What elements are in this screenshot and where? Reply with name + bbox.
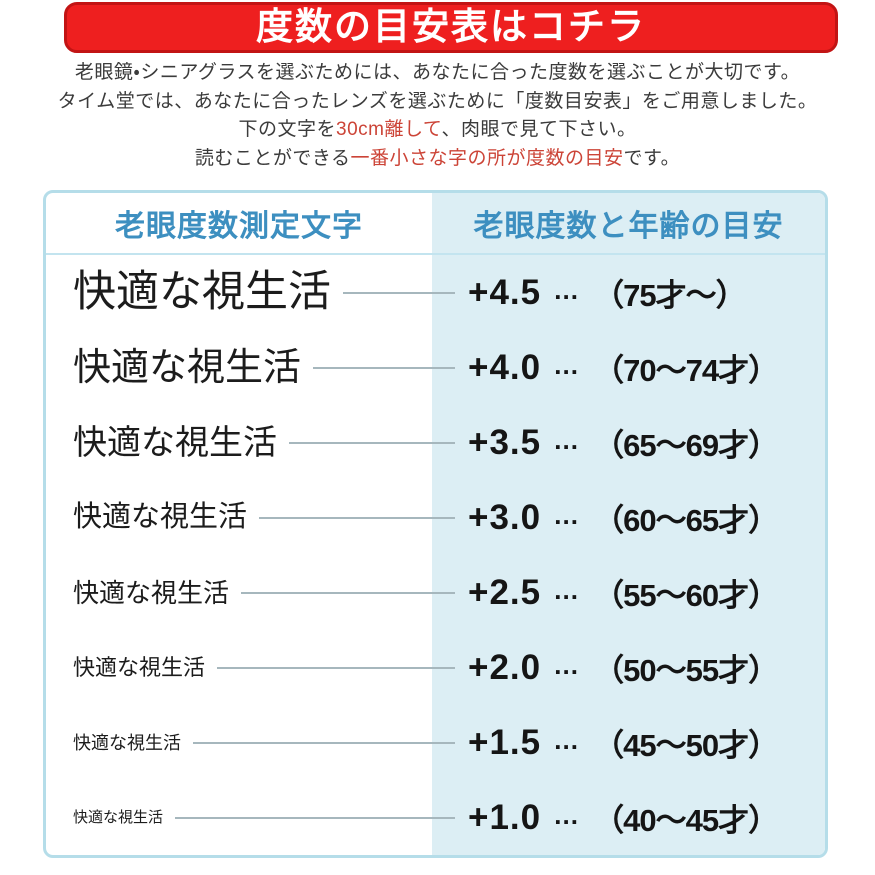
connector-line: [175, 816, 455, 819]
diopter-value: +4.5: [468, 272, 542, 312]
value-zone: +3.0 … （60～65才）: [455, 495, 825, 540]
table-row: 快適な視生活 +3.0 … （60～65才）: [46, 480, 825, 555]
diopter-value: +2.0: [468, 647, 542, 687]
test-zone: 快適な視生活: [73, 654, 455, 680]
test-zone: 快適な視生活: [73, 349, 455, 387]
age-range: （75才～）: [593, 278, 746, 313]
dots-separator: …: [553, 725, 582, 755]
diopter-value: +1.0: [468, 797, 542, 837]
value-zone: +2.0 … （50～55才）: [455, 645, 825, 690]
connector-line: [313, 366, 455, 369]
age-range: （40～45才）: [593, 803, 779, 838]
intro-line-3-highlight: 30cm離して: [336, 119, 442, 140]
eyesight-test-text: 快適な視生活: [73, 268, 331, 316]
age-range: （55～60才）: [593, 578, 779, 613]
dots-separator: …: [553, 800, 582, 830]
dots-separator: …: [553, 650, 582, 680]
intro-text-block: 老眼鏡・シニアグラスを選ぶためには、あなたに合った度数を選ぶことが大切です。 タ…: [0, 59, 875, 173]
table-header-row: 老眼度数測定文字 老眼度数と年齢の目安: [46, 193, 825, 255]
age-range: （50～55才）: [593, 653, 779, 688]
connector-line: [343, 291, 455, 294]
diopter-value: +3.5: [468, 422, 542, 462]
eyesight-test-text: 快適な視生活: [73, 732, 181, 753]
eyesight-test-text: 快適な視生活: [73, 501, 248, 533]
value-zone: +1.5 … （45～50才）: [455, 720, 825, 765]
table-row: 快適な視生活 +1.0 … （40～45才）: [46, 780, 825, 855]
connector-line: [289, 441, 455, 444]
diopter-value: +2.5: [468, 572, 542, 612]
eyesight-test-text: 快適な視生活: [73, 577, 230, 608]
test-zone: 快適な視生活: [73, 271, 455, 314]
diopter-guide-banner[interactable]: 度数の目安表はコチラ: [64, 2, 838, 53]
intro-line-4-pre: 読むことができる: [194, 147, 351, 169]
diopter-value: +1.5: [468, 722, 542, 762]
connector-line: [217, 666, 455, 669]
banner-title: 度数の目安表はコチラ: [256, 6, 646, 47]
eyesight-test-text: 快適な視生活: [73, 809, 164, 826]
test-zone: 快適な視生活: [73, 503, 455, 532]
diopter-value: +3.0: [468, 497, 542, 537]
connector-line: [193, 741, 455, 744]
header-test-text-column: 老眼度数測定文字: [115, 210, 363, 243]
table-row: 快適な視生活 +1.5 … （45～50才）: [46, 705, 825, 780]
age-range: （70～74才）: [593, 353, 779, 388]
connector-line: [241, 591, 455, 594]
table-row: 快適な視生活 +2.0 … （50～55才）: [46, 630, 825, 705]
value-zone: +1.0 … （40～45才）: [455, 795, 825, 840]
dots-separator: …: [553, 425, 582, 455]
dots-separator: …: [553, 500, 582, 530]
table-row: 快適な視生活 +4.0 … （70～74才）: [46, 330, 825, 405]
diopter-table: 老眼度数測定文字 老眼度数と年齢の目安 快適な視生活 +4.5 … （75才～）…: [43, 190, 828, 858]
intro-line-1: 老眼鏡・シニアグラスを選ぶためには、あなたに合った度数を選ぶことが大切です。: [74, 62, 801, 83]
age-range: （45～50才）: [593, 728, 779, 763]
value-zone: +4.0 … （70～74才）: [455, 345, 825, 390]
age-range: （60～65才）: [593, 503, 779, 538]
intro-line-3-pre: 下の文字を: [238, 119, 337, 140]
dots-separator: …: [553, 575, 582, 605]
connector-line: [259, 516, 455, 519]
intro-line-4-post: です。: [623, 147, 681, 169]
test-zone: 快適な視生活: [73, 580, 455, 606]
test-zone: 快適な視生活: [73, 426, 455, 460]
intro-line-3: 下の文字を30cm離して、肉眼で見て下さい。: [0, 116, 875, 145]
age-range: （65～69才）: [593, 428, 779, 463]
value-zone: +3.5 … （65～69才）: [455, 420, 825, 465]
intro-line-4-highlight: 一番小さな字の所が度数の目安: [350, 147, 624, 169]
header-power-age-column: 老眼度数と年齢の目安: [473, 210, 784, 243]
value-zone: +2.5 … （55～60才）: [455, 570, 825, 615]
intro-line-4: 読むことができる一番小さな字の所が度数の目安です。: [0, 145, 875, 174]
dots-separator: …: [553, 275, 582, 305]
test-zone: 快適な視生活: [73, 810, 455, 825]
eyesight-test-text: 快適な視生活: [73, 423, 277, 462]
diopter-value: +4.0: [468, 347, 542, 387]
intro-line-3-post: 、肉眼で見て下さい。: [441, 119, 637, 140]
dots-separator: …: [553, 350, 582, 380]
table-body: 快適な視生活 +4.5 … （75才～） 快適な視生活 +4.0 … （70～: [46, 255, 825, 855]
eyesight-test-text: 快適な視生活: [73, 346, 302, 389]
intro-line-2: タイム堂では、あなたに合ったレンズを選ぶために「度数目安表」をご用意しました。: [57, 90, 818, 112]
eyesight-test-text: 快適な視生活: [73, 654, 206, 680]
table-row: 快適な視生活 +3.5 … （65～69才）: [46, 405, 825, 480]
test-zone: 快適な視生活: [73, 734, 455, 752]
table-row: 快適な視生活 +2.5 … （55～60才）: [46, 555, 825, 630]
value-zone: +4.5 … （75才～）: [455, 270, 825, 315]
table-row: 快適な視生活 +4.5 … （75才～）: [46, 255, 825, 330]
right-column-background: [432, 193, 825, 855]
